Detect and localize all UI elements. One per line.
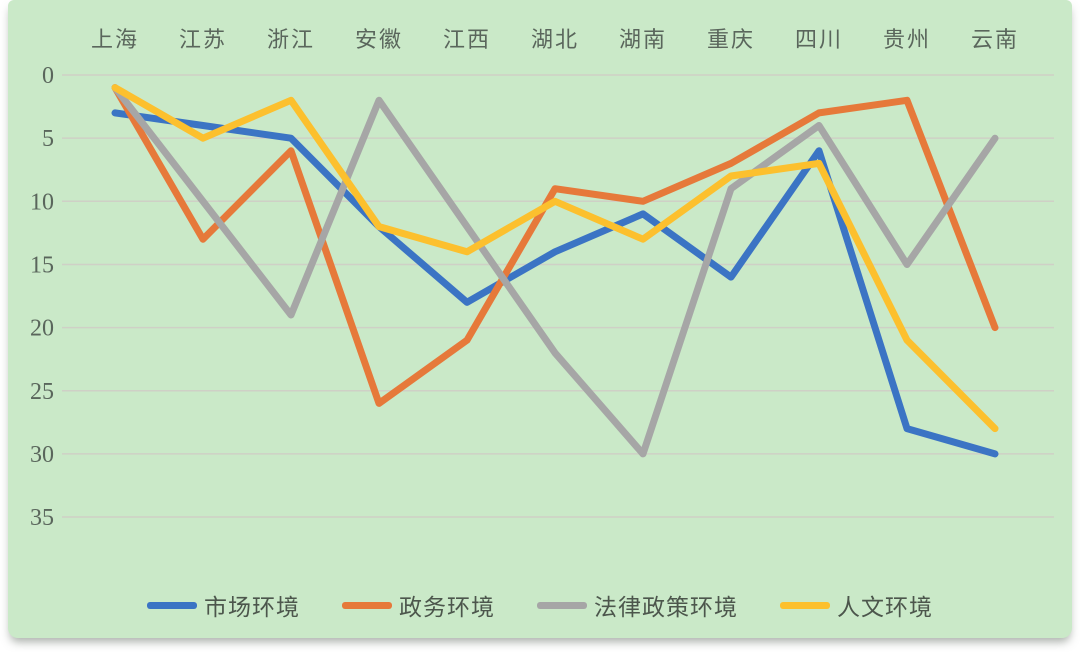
x-axis-label: 湖南 — [619, 27, 667, 52]
legend-label: 市场环境 — [204, 595, 300, 620]
x-axis-label: 安徽 — [355, 27, 403, 52]
legend-item: 法律政策环境 — [537, 588, 738, 622]
legend-key-法律政策环境 — [537, 601, 587, 609]
x-axis-label: 贵州 — [883, 27, 931, 52]
x-axis-label: 重庆 — [707, 27, 755, 52]
series-line-法律政策环境 — [111, 84, 999, 458]
y-axis-tick-label: 30 — [30, 442, 54, 468]
chart-legend: 市场环境 政务环境 法律政策环境 人文环境 — [8, 588, 1072, 622]
legend-key-市场环境 — [147, 601, 197, 609]
line-chart: 0 5 10 15 20 25 30 35 上海 江苏 浙江 安徽 江西 湖北 湖南 重庆 四川 贵州 云南 — [30, 27, 1054, 531]
y-axis-tick-label: 0 — [42, 63, 54, 89]
y-axis-tick-label: 20 — [30, 316, 54, 342]
y-axis-tick-label: 10 — [30, 189, 54, 215]
y-axis-tick-label: 35 — [30, 505, 54, 531]
y-axis-tick-label: 25 — [30, 379, 54, 405]
legend-item: 人文环境 — [780, 588, 933, 622]
y-axis-tick-label: 5 — [42, 126, 54, 152]
legend-label: 政务环境 — [399, 595, 495, 620]
y-axis-tick-label: 15 — [30, 252, 54, 278]
series-line-人文环境 — [111, 84, 999, 433]
x-axis-label: 江苏 — [179, 27, 227, 52]
legend-label: 法律政策环境 — [594, 595, 738, 620]
x-axis-label: 湖北 — [531, 27, 579, 52]
legend-item: 政务环境 — [342, 588, 495, 622]
legend-key-人文环境 — [780, 601, 830, 609]
x-axis-label: 江西 — [443, 27, 491, 52]
legend-item: 市场环境 — [147, 588, 300, 622]
x-axis-label: 上海 — [91, 27, 139, 52]
series-line-政务环境 — [111, 84, 999, 407]
chart-panel: 0 5 10 15 20 25 30 35 上海 江苏 浙江 安徽 江西 湖北 湖南 重庆 四川 贵州 云南 市场环… — [8, 0, 1072, 638]
x-axis-label: 四川 — [795, 27, 843, 52]
series-line-市场环境 — [111, 109, 999, 458]
x-axis-label: 浙江 — [267, 27, 315, 52]
legend-label: 人文环境 — [837, 595, 933, 620]
x-axis-label: 云南 — [971, 27, 1019, 52]
legend-key-政务环境 — [342, 601, 392, 609]
